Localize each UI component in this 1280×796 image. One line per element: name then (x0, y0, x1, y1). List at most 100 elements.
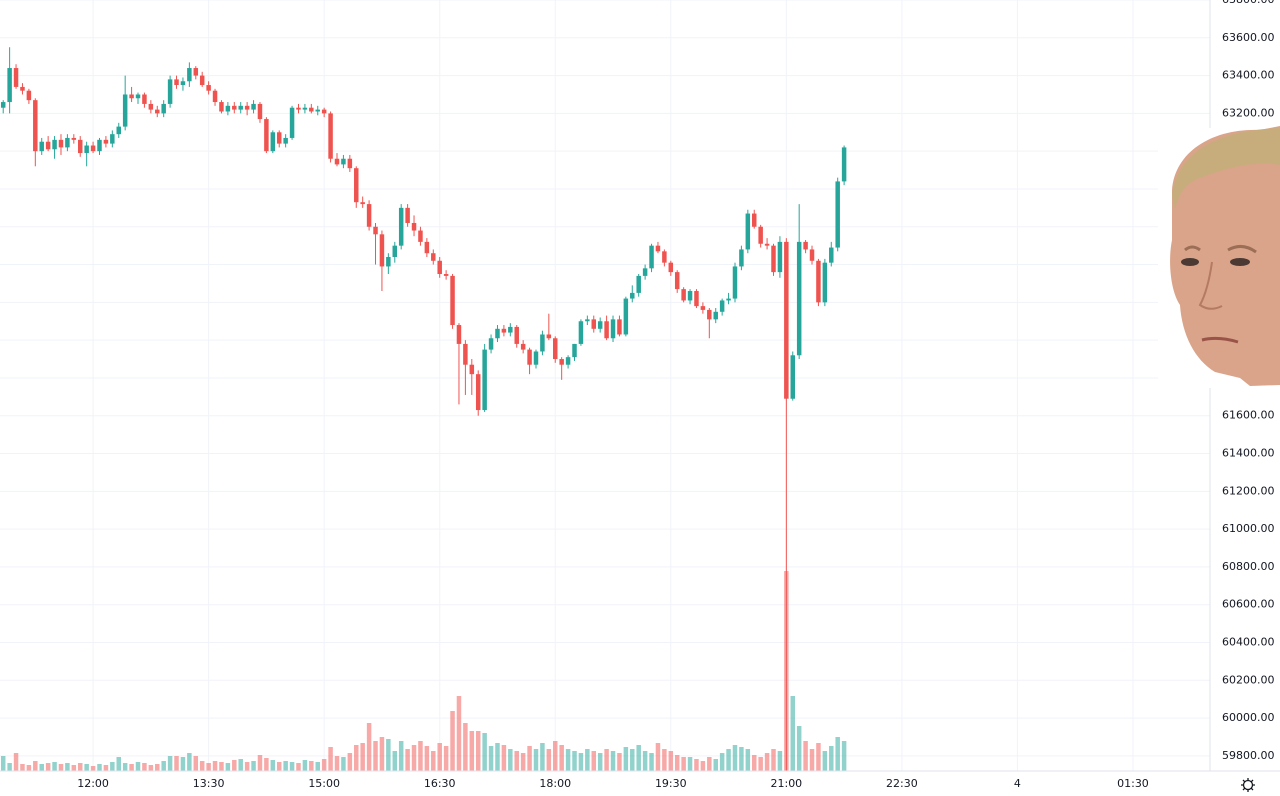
candle-body (655, 245, 661, 252)
volume-bar (514, 751, 519, 771)
volume-bar (366, 723, 372, 771)
candle-body (450, 275, 455, 326)
y-tick-label: 60800.00 (1222, 560, 1275, 573)
y-tick-label: 60000.00 (1222, 711, 1275, 724)
volume-bar (630, 749, 635, 771)
candle-body (726, 298, 731, 301)
candle-body (758, 226, 763, 244)
volume-bar (835, 737, 840, 771)
candle-body (328, 113, 333, 159)
settings-icon[interactable] (1241, 778, 1255, 792)
volume-bar (456, 696, 462, 771)
candle-body (610, 319, 616, 339)
volume-bar (103, 765, 109, 771)
volume-bar (758, 757, 763, 771)
volume-bar (572, 751, 577, 771)
candle-body (431, 253, 436, 261)
candle-body (642, 268, 648, 276)
volume-bar (251, 761, 256, 771)
candle-body (244, 105, 250, 110)
candle-body (296, 107, 301, 110)
candle-body (591, 319, 597, 329)
volume-bar (39, 764, 44, 771)
candle-body (565, 357, 571, 365)
volume-bar (187, 753, 192, 771)
x-tick-label: 15:00 (308, 777, 340, 790)
x-tick-label: 22:30 (886, 777, 918, 790)
volume-bar (681, 757, 686, 771)
volume-bar (610, 751, 616, 771)
candle-body (180, 81, 186, 86)
volume-bar (655, 743, 661, 771)
candle-body (302, 107, 308, 110)
candle-body (424, 241, 430, 254)
volume-bar (508, 749, 513, 771)
candle-body (739, 249, 744, 267)
volume-bar (418, 741, 423, 771)
x-tick-label: 16:30 (424, 777, 456, 790)
volume-bar (52, 762, 57, 771)
volume-bar (674, 755, 680, 771)
volume-bar (302, 760, 308, 771)
volume-bar (829, 746, 834, 771)
candle-body (270, 132, 276, 152)
volume-bar (315, 762, 320, 771)
volume-bar (122, 763, 128, 771)
volume-bar (565, 749, 571, 771)
volume-bar (347, 753, 353, 771)
volume-bar (77, 763, 83, 771)
candle-body (835, 181, 840, 248)
candle-body (238, 105, 243, 110)
volume-bar (649, 753, 654, 771)
candle-body (386, 257, 391, 267)
volume-bar (116, 757, 121, 771)
candle-body (7, 68, 12, 103)
y-tick-label: 60600.00 (1222, 598, 1275, 611)
candle-body (77, 139, 83, 154)
candle-body (193, 68, 199, 76)
volume-bar (58, 764, 64, 771)
volume-bar (264, 758, 269, 771)
candle-body (13, 68, 19, 87)
candle-body (110, 134, 115, 144)
candle-body (411, 222, 417, 231)
volume-bar (296, 763, 301, 771)
candle-body (546, 334, 552, 339)
volume-bar (668, 751, 674, 771)
candle-body (90, 145, 96, 152)
eye (1230, 258, 1250, 266)
candle-body (514, 326, 519, 344)
candle-body (33, 100, 38, 152)
volume-bar (488, 746, 494, 771)
x-tick-label: 01:30 (1117, 777, 1149, 790)
volume-bar (206, 763, 211, 771)
candle-body (405, 207, 410, 223)
candle-body (488, 338, 494, 350)
volume-bar (662, 749, 667, 771)
candle-body (463, 343, 468, 365)
volume-bar (354, 745, 359, 771)
volume-bar (392, 751, 398, 771)
candle-body (777, 241, 783, 273)
candle-body (174, 79, 179, 86)
candle-body (97, 139, 102, 152)
volume-bar (553, 741, 558, 771)
candle-body (527, 349, 532, 365)
volume-bar (732, 745, 738, 771)
volume-bar (33, 761, 38, 771)
candle-body (456, 325, 462, 344)
candle-body (508, 326, 513, 333)
candle-body (219, 102, 224, 112)
volume-bar (334, 756, 340, 771)
candle-body (822, 262, 828, 303)
volume-bar (694, 759, 699, 771)
candle-body (309, 107, 314, 112)
candle-body (668, 262, 674, 273)
candle-body (681, 289, 686, 301)
candle-body (713, 311, 718, 320)
volume-bar (719, 753, 725, 771)
volume-bar (20, 764, 25, 771)
candle-body (225, 105, 231, 112)
candle-body (816, 260, 821, 303)
